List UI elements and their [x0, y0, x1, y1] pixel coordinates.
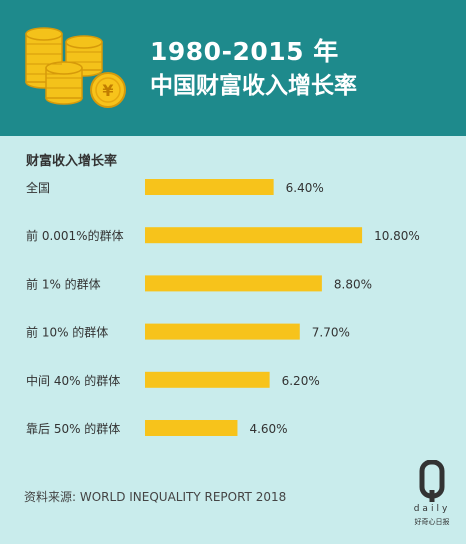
category-label: 前 0.001%的群体 [26, 228, 124, 243]
qdaily-logo [419, 460, 445, 502]
bar [145, 275, 322, 292]
category-label: 前 10% 的群体 [26, 325, 108, 340]
bar [145, 323, 300, 340]
bar [145, 420, 238, 436]
page-title-line2: 中国财富收入增长率 [150, 73, 357, 99]
logo-tagline: 好奇心日报 [414, 518, 450, 526]
source-note: 资料来源: WORLD INEQUALITY REPORT 2018 [24, 490, 287, 504]
logo-word: daily [413, 504, 451, 514]
value-label: 7.70% [312, 326, 350, 340]
category-label: 中间 40% 的群体 [26, 373, 120, 388]
category-label: 全国 [26, 180, 50, 195]
page-title-line1: 1980-2015 年 [150, 37, 339, 66]
svg-text:¥: ¥ [102, 81, 113, 100]
bar [145, 371, 270, 388]
category-label: 靠后 50% 的群体 [26, 421, 120, 436]
coin-stack-icon: ¥ [25, 27, 126, 108]
chart-title: 财富收入增长率 [26, 154, 118, 169]
value-label: 6.20% [282, 374, 320, 388]
value-label: 4.60% [249, 422, 287, 436]
value-label: 10.80% [374, 229, 420, 243]
bar [145, 179, 274, 195]
header-banner: ¥ 1980-2015 年 中国财富收入增长率 [0, 0, 466, 136]
value-label: 6.40% [286, 181, 324, 195]
category-label: 前 1% 的群体 [26, 276, 101, 291]
value-label: 8.80% [334, 277, 372, 291]
bar [145, 227, 363, 244]
